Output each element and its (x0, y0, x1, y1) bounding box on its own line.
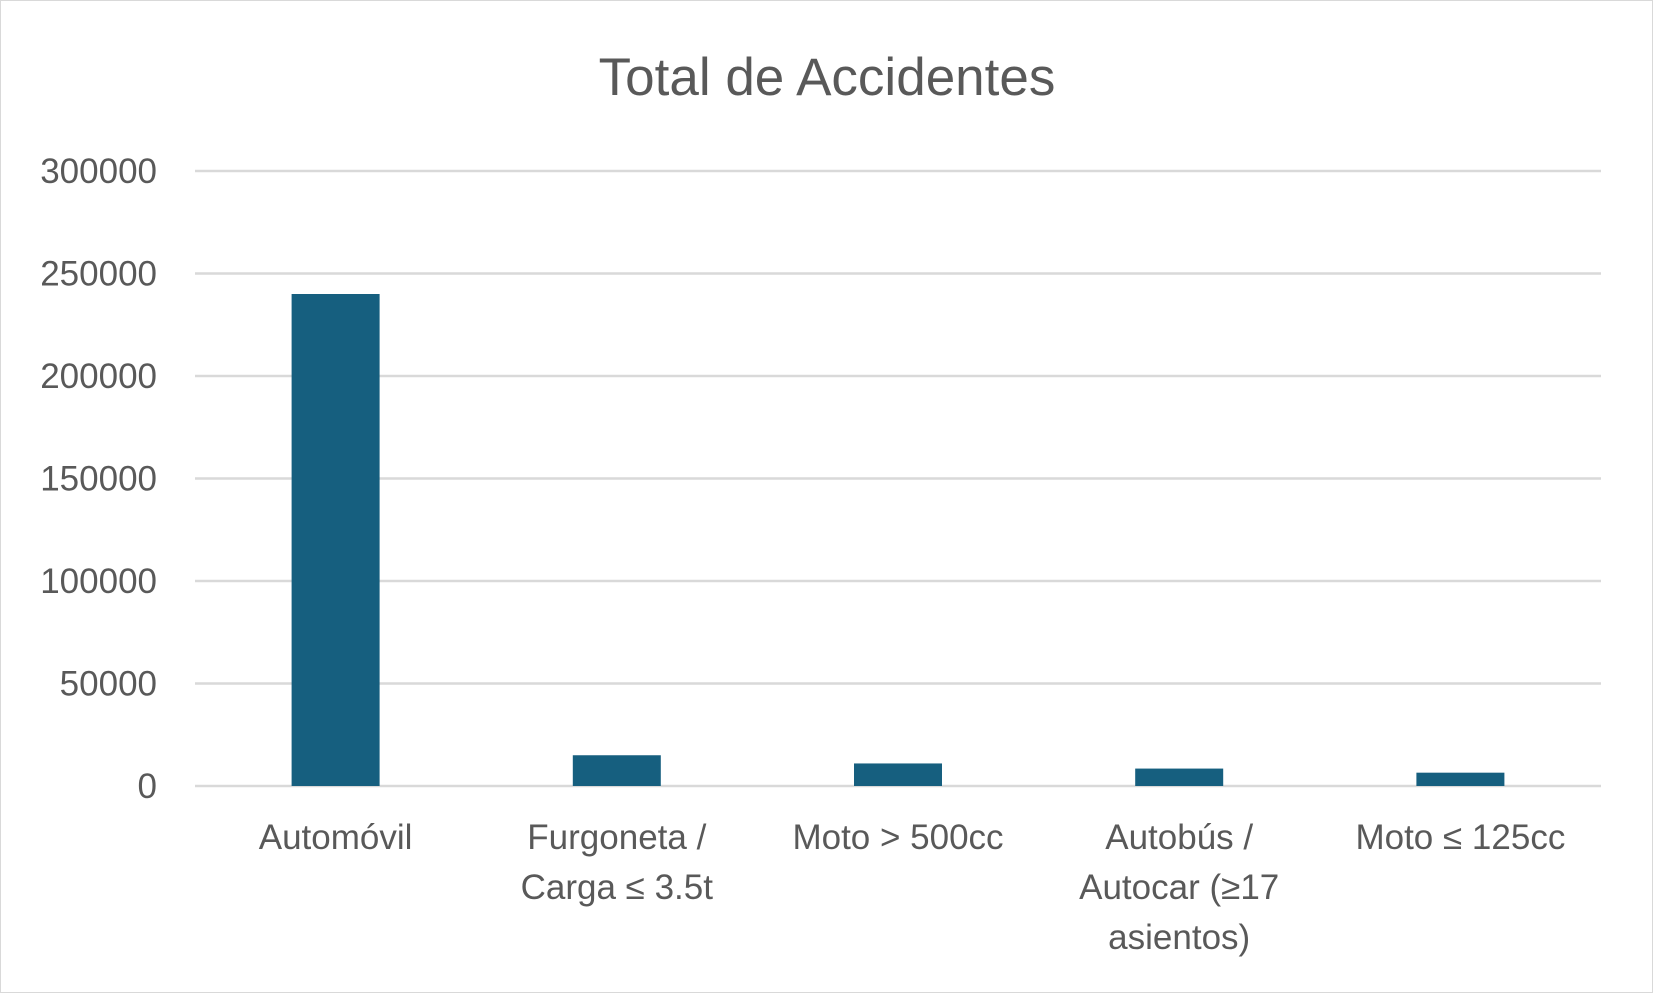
x-category-label: asientos) (1108, 918, 1250, 957)
bars (291, 294, 1505, 786)
y-tick-label: 50000 (60, 665, 157, 704)
y-tick-label: 300000 (40, 152, 157, 191)
x-category-label: Automóvil (259, 818, 413, 857)
y-axis-ticks: 0 50000 100000 150000 200000 250000 300000 (40, 152, 157, 806)
x-category-label: Autocar (≥17 (1079, 868, 1279, 907)
bar (1416, 772, 1505, 786)
bar (1135, 768, 1224, 786)
bar (572, 755, 661, 786)
y-tick-label: 0 (138, 767, 157, 806)
bar (854, 763, 942, 786)
x-category-label: Moto > 500cc (792, 818, 1003, 857)
y-tick-label: 100000 (40, 562, 157, 601)
x-category-label: Moto ≤ 125cc (1355, 818, 1565, 857)
y-tick-label: 200000 (40, 357, 157, 396)
x-category-label: Carga ≤ 3.5t (521, 868, 714, 907)
x-category-label: Autobús / (1105, 818, 1253, 857)
y-tick-label: 250000 (40, 255, 157, 294)
bar (291, 294, 380, 786)
x-axis-labels: Automóvil Furgoneta / Carga ≤ 3.5t Moto > 5… (259, 818, 1566, 957)
x-category-label: Furgoneta / (527, 818, 706, 857)
gridlines (195, 169, 1601, 788)
chart-title: Total de Accidentes (599, 48, 1056, 107)
y-tick-label: 150000 (40, 460, 157, 499)
